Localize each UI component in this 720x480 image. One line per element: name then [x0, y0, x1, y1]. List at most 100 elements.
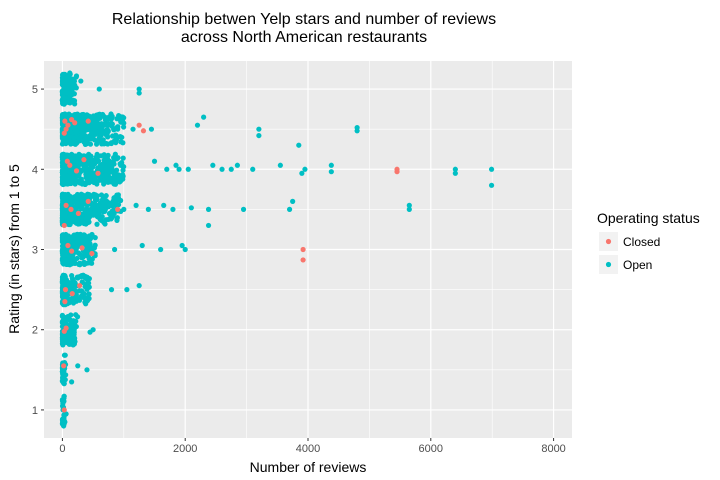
open-point [62, 260, 68, 266]
open-point [120, 140, 126, 146]
closed-point [63, 126, 69, 132]
closed-point [300, 246, 306, 253]
open-point [69, 379, 75, 385]
chart-title-line-2: across North American restaurants [181, 29, 427, 46]
open-point [76, 288, 82, 294]
open-point [94, 159, 100, 165]
open-point [86, 291, 92, 297]
open-point [60, 162, 66, 168]
legend: Operating status Closed Open [597, 210, 700, 274]
open-point [62, 94, 68, 101]
open-point [60, 77, 66, 83]
open-point [74, 219, 80, 225]
open-point [188, 205, 194, 211]
closed-point [79, 245, 85, 251]
open-point [101, 195, 107, 201]
open-point [75, 363, 81, 369]
open-point [120, 155, 126, 161]
open-point [328, 162, 334, 168]
open-point [70, 171, 77, 177]
open-point [71, 337, 77, 343]
open-point [60, 89, 66, 95]
open-point [109, 214, 115, 220]
open-point [64, 74, 70, 80]
open-point [102, 200, 108, 206]
open-point [61, 238, 68, 244]
closed-point [63, 202, 69, 208]
open-point [60, 369, 66, 375]
closed-point [64, 158, 70, 164]
open-point [119, 134, 125, 140]
open-point [179, 242, 185, 249]
open-point [145, 206, 151, 212]
open-point [105, 158, 111, 164]
open-point [205, 206, 212, 212]
open-point [67, 254, 74, 260]
open-point [79, 255, 85, 261]
open-point [205, 222, 212, 229]
closed-point [115, 206, 121, 212]
open-point [79, 279, 85, 285]
open-point [108, 200, 115, 206]
open-point [63, 195, 70, 202]
y-tick-label: 5 [32, 84, 38, 96]
open-point [296, 142, 302, 148]
open-point [182, 246, 188, 253]
open-point [67, 284, 74, 291]
open-point [118, 162, 124, 168]
open-point [61, 395, 67, 401]
open-point [234, 162, 240, 168]
closed-point [81, 157, 87, 163]
open-point [87, 235, 94, 242]
open-point [328, 169, 334, 175]
closed-point [62, 299, 68, 305]
open-point [77, 262, 83, 268]
open-point [94, 128, 100, 135]
open-point [136, 90, 142, 96]
closed-point [61, 222, 67, 229]
open-point [75, 155, 81, 161]
open-point [113, 136, 120, 142]
open-point [72, 82, 78, 88]
open-point [99, 111, 106, 118]
closed-point [67, 162, 73, 168]
open-point [240, 206, 247, 212]
open-point [111, 171, 117, 177]
closed-point [61, 130, 67, 136]
open-point [71, 135, 77, 141]
open-point [101, 152, 107, 158]
open-point [61, 179, 67, 185]
open-point [60, 156, 66, 162]
open-point [118, 119, 124, 125]
open-point [91, 211, 97, 217]
open-point [75, 275, 81, 281]
closed-point [62, 118, 68, 124]
open-point [120, 114, 126, 120]
closed-point [85, 118, 91, 124]
open-point [108, 287, 115, 293]
open-point [290, 198, 296, 204]
open-point [130, 126, 136, 132]
closed-point [62, 287, 69, 293]
open-point [69, 325, 75, 331]
open-point [59, 340, 66, 347]
legend-marker-open [605, 261, 612, 268]
open-point [105, 216, 111, 223]
open-point [286, 206, 293, 212]
open-point [102, 206, 108, 212]
open-point [78, 176, 84, 182]
x-tick-label: 4000 [296, 443, 320, 455]
legend-marker-closed [605, 238, 612, 245]
open-point [83, 246, 89, 252]
legend-label-closed: Closed [623, 235, 660, 249]
legend-label-open: Open [623, 258, 652, 272]
closed-point [61, 363, 67, 369]
open-point [108, 175, 114, 181]
open-point [101, 219, 107, 226]
open-point [67, 70, 73, 76]
open-point [488, 182, 495, 188]
open-point [71, 176, 77, 182]
open-point [176, 166, 182, 172]
closed-point [95, 170, 101, 176]
